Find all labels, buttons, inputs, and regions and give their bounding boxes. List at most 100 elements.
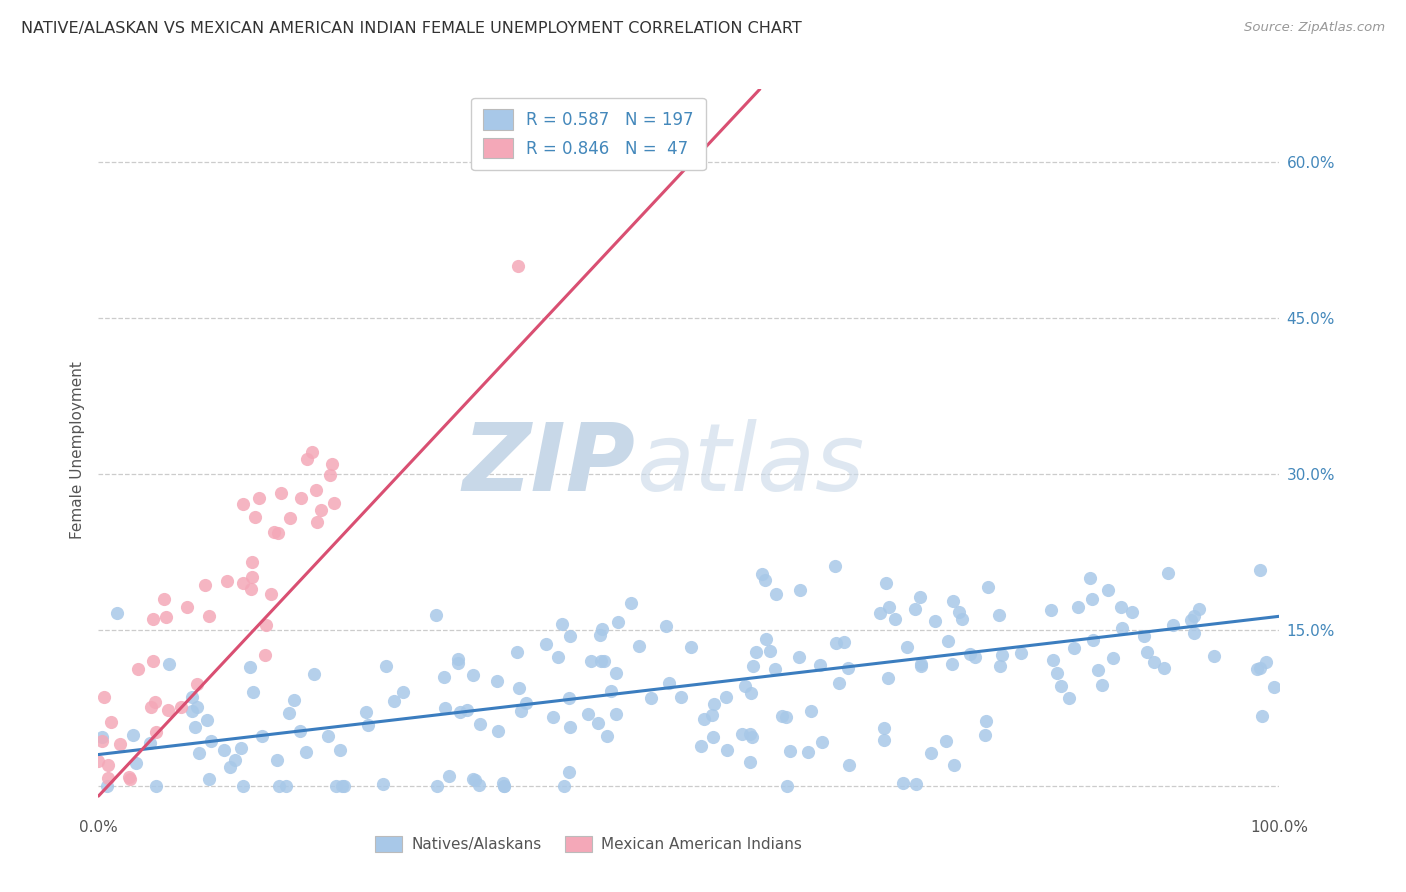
- Point: [1249, 661, 1271, 675]
- Point: [87, 754, 110, 768]
- Legend: Natives/Alaskans, Mexican American Indians: Natives/Alaskans, Mexican American India…: [368, 830, 808, 858]
- Point: [838, 758, 860, 772]
- Point: [942, 593, 965, 607]
- Point: [239, 582, 262, 596]
- Point: [247, 491, 270, 505]
- Point: [302, 666, 325, 681]
- Point: [943, 758, 966, 772]
- Point: [605, 706, 627, 721]
- Text: atlas: atlas: [636, 419, 865, 510]
- Point: [198, 609, 221, 624]
- Point: [586, 716, 609, 731]
- Point: [463, 772, 485, 787]
- Point: [242, 684, 264, 698]
- Point: [156, 702, 179, 716]
- Point: [1156, 566, 1178, 581]
- Point: [239, 660, 262, 674]
- Point: [260, 587, 283, 601]
- Point: [681, 640, 703, 654]
- Point: [1087, 663, 1109, 677]
- Point: [599, 684, 621, 698]
- Point: [195, 713, 218, 727]
- Point: [763, 662, 786, 676]
- Point: [240, 556, 263, 570]
- Point: [1136, 645, 1159, 659]
- Point: [295, 452, 318, 467]
- Point: [974, 714, 997, 728]
- Point: [176, 600, 198, 615]
- Point: [1111, 621, 1133, 635]
- Point: [468, 717, 491, 731]
- Point: [494, 779, 516, 793]
- Point: [319, 467, 342, 482]
- Point: [145, 779, 167, 793]
- Point: [277, 706, 299, 720]
- Point: [593, 654, 616, 668]
- Point: [197, 772, 219, 786]
- Point: [1063, 641, 1085, 656]
- Point: [797, 745, 820, 759]
- Point: [153, 591, 176, 606]
- Point: [391, 684, 413, 698]
- Point: [904, 602, 927, 616]
- Point: [145, 725, 167, 739]
- Point: [446, 652, 468, 666]
- Text: NATIVE/ALASKAN VS MEXICAN AMERICAN INDIAN FEMALE UNEMPLOYMENT CORRELATION CHART: NATIVE/ALASKAN VS MEXICAN AMERICAN INDIA…: [21, 21, 801, 36]
- Point: [547, 650, 569, 665]
- Point: [278, 511, 301, 525]
- Point: [988, 658, 1011, 673]
- Point: [620, 596, 643, 610]
- Text: Source: ZipAtlas.com: Source: ZipAtlas.com: [1244, 21, 1385, 34]
- Point: [229, 740, 252, 755]
- Point: [93, 690, 115, 704]
- Point: [120, 772, 142, 786]
- Point: [924, 614, 946, 628]
- Point: [948, 606, 970, 620]
- Point: [325, 779, 347, 793]
- Point: [157, 657, 180, 671]
- Point: [375, 659, 398, 673]
- Point: [200, 733, 222, 747]
- Point: [534, 637, 557, 651]
- Text: ZIP: ZIP: [463, 419, 636, 511]
- Point: [1109, 600, 1132, 615]
- Point: [212, 743, 235, 757]
- Point: [232, 779, 254, 793]
- Point: [558, 629, 581, 643]
- Point: [242, 570, 264, 584]
- Point: [184, 720, 207, 734]
- Point: [800, 704, 823, 718]
- Point: [765, 587, 787, 601]
- Point: [908, 591, 931, 605]
- Point: [305, 515, 328, 529]
- Point: [283, 693, 305, 707]
- Point: [290, 724, 312, 739]
- Point: [371, 777, 394, 791]
- Point: [690, 739, 713, 753]
- Point: [492, 775, 515, 789]
- Point: [1066, 600, 1088, 615]
- Point: [425, 607, 447, 622]
- Point: [263, 524, 285, 539]
- Point: [693, 712, 716, 726]
- Point: [557, 765, 579, 780]
- Point: [232, 498, 254, 512]
- Point: [640, 690, 662, 705]
- Point: [751, 566, 773, 581]
- Point: [456, 703, 478, 717]
- Point: [808, 658, 831, 673]
- Point: [224, 753, 246, 767]
- Point: [904, 777, 927, 791]
- Point: [492, 779, 515, 793]
- Point: [557, 690, 579, 705]
- Point: [486, 724, 509, 739]
- Point: [1091, 678, 1114, 692]
- Point: [434, 701, 457, 715]
- Point: [139, 736, 162, 750]
- Point: [941, 657, 963, 671]
- Point: [553, 779, 575, 793]
- Point: [671, 690, 693, 704]
- Point: [738, 727, 761, 741]
- Point: [740, 686, 762, 700]
- Point: [515, 697, 537, 711]
